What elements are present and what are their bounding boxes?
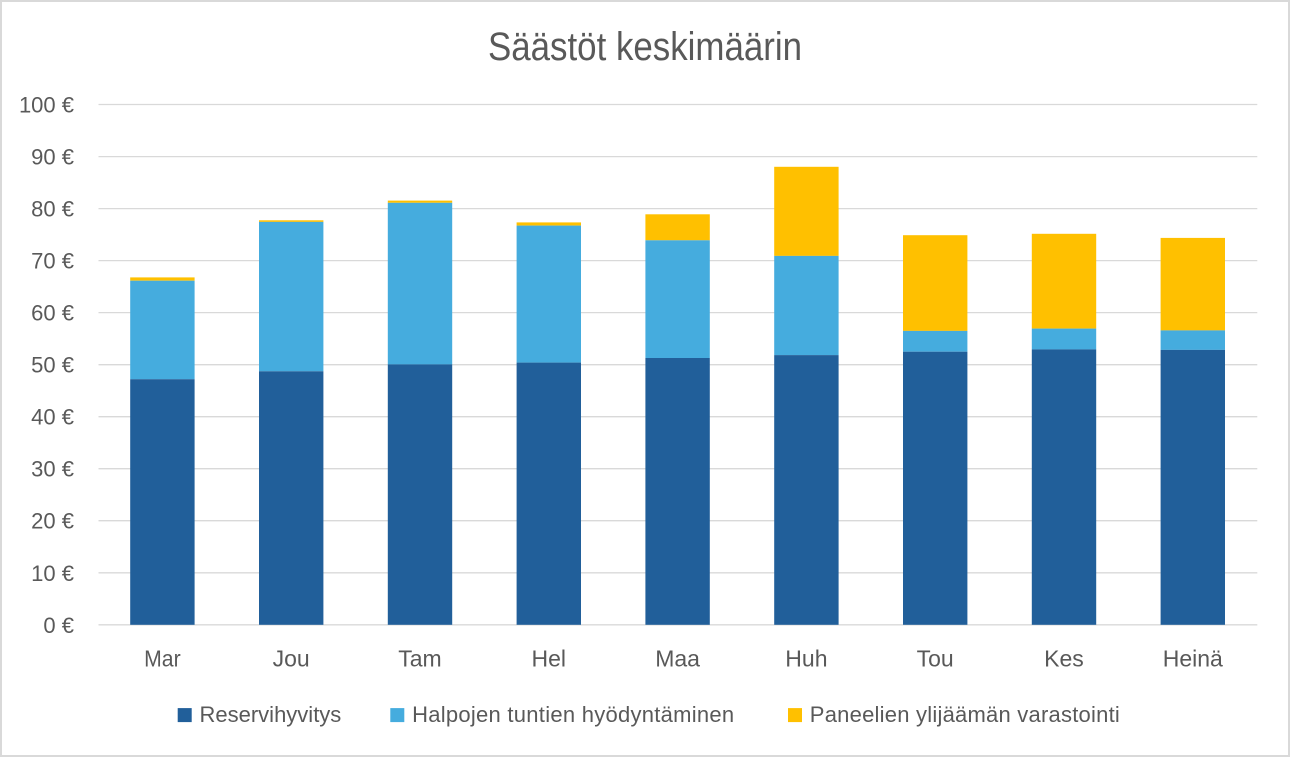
- svg-text:Tou: Tou: [917, 646, 954, 672]
- svg-text:Tam: Tam: [398, 646, 441, 672]
- svg-text:Maa: Maa: [655, 646, 700, 672]
- svg-text:20 €: 20 €: [31, 509, 74, 534]
- svg-text:100 €: 100 €: [19, 93, 74, 118]
- svg-text:10 €: 10 €: [31, 561, 74, 586]
- svg-text:0 €: 0 €: [43, 613, 74, 638]
- svg-text:90 €: 90 €: [31, 145, 74, 170]
- svg-text:Säästöt keskimäärin: Säästöt keskimäärin: [488, 25, 802, 69]
- svg-text:Paneelien ylijäämän varastoint: Paneelien ylijäämän varastointi: [810, 702, 1120, 727]
- svg-text:Jou: Jou: [273, 646, 310, 672]
- svg-text:Heinä: Heinä: [1163, 646, 1223, 672]
- svg-text:60 €: 60 €: [31, 301, 74, 326]
- svg-text:Halpojen tuntien hyödyntäminen: Halpojen tuntien hyödyntäminen: [412, 702, 734, 727]
- svg-text:40 €: 40 €: [31, 405, 74, 430]
- svg-text:Reservihyvitys: Reservihyvitys: [200, 702, 342, 727]
- svg-text:80 €: 80 €: [31, 197, 74, 222]
- svg-text:30 €: 30 €: [31, 457, 74, 482]
- svg-text:Hel: Hel: [532, 646, 567, 672]
- svg-text:Huh: Huh: [785, 646, 827, 672]
- svg-text:50 €: 50 €: [31, 353, 74, 378]
- svg-text:Kes: Kes: [1044, 646, 1084, 672]
- svg-text:70 €: 70 €: [31, 249, 74, 274]
- svg-text:Mar: Mar: [144, 646, 181, 672]
